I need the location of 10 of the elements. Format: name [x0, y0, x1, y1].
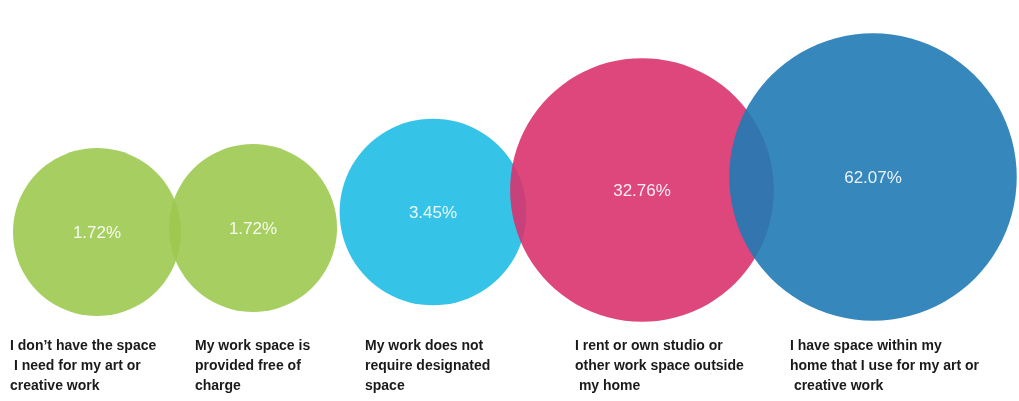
category-label: I rent or own studio or other work space outside my home	[575, 337, 745, 393]
data-label: 1.72%	[228, 218, 278, 238]
data-label: 3.45%	[408, 202, 458, 222]
category-label: I have space within my home that I use for my art or creative work	[790, 337, 980, 393]
data-label: 62.07%	[844, 167, 902, 187]
category-label: My work space is provided free of charge	[195, 337, 315, 393]
data-label: 32.76%	[613, 180, 671, 200]
category-label: I don’t have the space I need for my art or creative work	[10, 337, 157, 393]
category-label: My work does not require designated space	[365, 337, 495, 393]
data-label: 1.72%	[72, 222, 122, 242]
